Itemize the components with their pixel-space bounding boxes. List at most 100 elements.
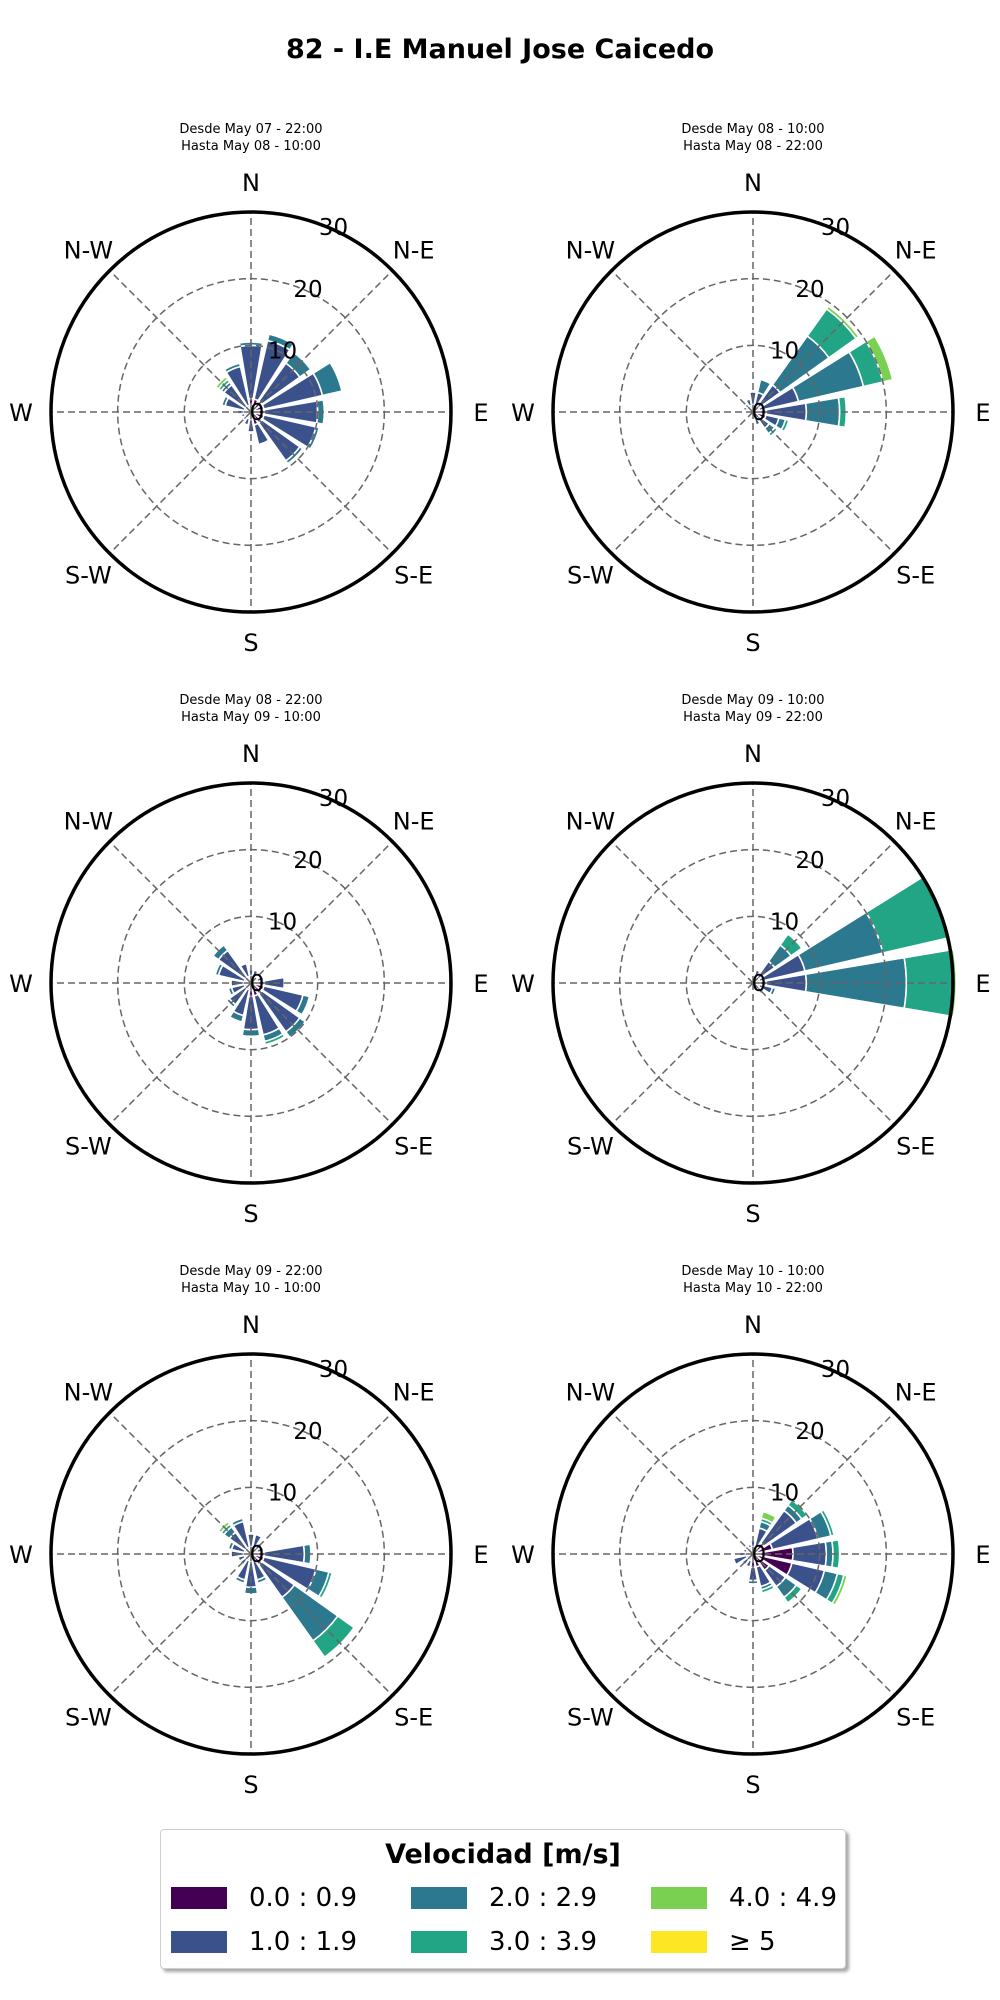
direction-label: N-W bbox=[64, 236, 113, 264]
direction-label: E bbox=[975, 399, 990, 427]
direction-label: E bbox=[473, 1541, 488, 1569]
grid-spoke-3 bbox=[752, 411, 895, 554]
legend-label-5: ≥ 5 bbox=[729, 1927, 776, 1957]
legend-label-1: 1.0 : 1.9 bbox=[249, 1927, 357, 1957]
legend-swatch-2 bbox=[411, 1887, 467, 1909]
panel-subtitle-to: Hasta May 09 - 22:00 bbox=[683, 710, 823, 725]
panel-subtitle-to: Hasta May 10 - 10:00 bbox=[181, 1281, 321, 1296]
bar-NNW-1 bbox=[744, 398, 753, 408]
windrose-panel-3: Desde May 09 - 10:00 Hasta May 09 - 22:00… bbox=[511, 693, 990, 1228]
bar-SSE-3 bbox=[263, 1032, 286, 1046]
direction-label: S bbox=[745, 1200, 760, 1228]
radial-tick-label: 0 bbox=[250, 1542, 265, 1568]
direction-label: N bbox=[744, 740, 762, 768]
grid-spoke-7 bbox=[611, 841, 754, 984]
direction-label: N bbox=[242, 1311, 260, 1339]
grid-spoke-3 bbox=[250, 982, 393, 1125]
outer-ring bbox=[49, 781, 453, 1185]
radial-tick-label: 20 bbox=[795, 277, 824, 303]
grid-spoke-5 bbox=[611, 1553, 754, 1696]
bar-SSE-1 bbox=[753, 416, 762, 426]
direction-label: N-E bbox=[895, 1378, 937, 1406]
radial-tick-label: 30 bbox=[319, 786, 348, 812]
grid-spoke-5 bbox=[611, 411, 754, 554]
direction-label: W bbox=[9, 970, 33, 998]
direction-label: N-E bbox=[393, 1378, 435, 1406]
bar-ESE-3 bbox=[780, 418, 790, 433]
radial-tick-label: 20 bbox=[795, 848, 824, 874]
radial-tick-label: 10 bbox=[770, 338, 799, 364]
grid-spoke-1 bbox=[752, 270, 895, 413]
panel-subtitle-from: Desde May 07 - 22:00 bbox=[179, 122, 322, 137]
bar-SE-2 bbox=[284, 1016, 307, 1039]
direction-label: N-W bbox=[566, 236, 615, 264]
grid-spoke-7 bbox=[611, 270, 754, 413]
radial-tick-label: 30 bbox=[319, 215, 348, 241]
bar-NW-2 bbox=[211, 943, 229, 961]
bar-SSW-2 bbox=[228, 1010, 245, 1023]
windrose-panel-4: Desde May 09 - 22:00 Hasta May 10 - 10:00… bbox=[9, 1264, 488, 1799]
legend-swatch-4 bbox=[651, 1887, 707, 1909]
direction-label: W bbox=[9, 399, 33, 427]
direction-label: N bbox=[744, 169, 762, 197]
panel-subtitle-to: Hasta May 09 - 10:00 bbox=[181, 710, 321, 725]
grid-spoke-1 bbox=[752, 841, 895, 984]
direction-label: N-W bbox=[64, 1378, 113, 1406]
windrose-panel-0: Desde May 07 - 22:00 Hasta May 08 - 10:00… bbox=[9, 122, 488, 657]
bar-ESE-2 bbox=[768, 986, 777, 997]
bar-NNE-2 bbox=[266, 333, 295, 351]
bar-WNW-2 bbox=[220, 394, 230, 407]
bar-NNE-4 bbox=[760, 1510, 778, 1525]
panel-subtitle-from: Desde May 09 - 10:00 bbox=[681, 693, 824, 708]
direction-label: S bbox=[243, 1200, 258, 1228]
grid-spoke-3 bbox=[752, 1553, 895, 1696]
bar-NNW-2 bbox=[223, 362, 242, 374]
panel-subtitle-from: Desde May 08 - 10:00 bbox=[681, 122, 824, 137]
legend: Velocidad [m/s] 0.0 : 0.9 1.0 : 1.9 2.0 … bbox=[160, 1829, 846, 1969]
bars bbox=[748, 875, 958, 1018]
bar-NE-3 bbox=[778, 933, 803, 958]
radial-tick-label: 30 bbox=[319, 1357, 348, 1383]
bar-ENE-1 bbox=[255, 974, 265, 983]
direction-label: N-W bbox=[64, 807, 113, 835]
direction-label: S-W bbox=[65, 1704, 112, 1732]
radial-tick-label: 0 bbox=[250, 971, 265, 997]
bar-WSW-2 bbox=[227, 986, 236, 997]
bar-SSW-1 bbox=[744, 1558, 753, 1568]
direction-label: W bbox=[511, 399, 535, 427]
bar-NNE-1 bbox=[251, 1533, 263, 1550]
bar-NW-4 bbox=[214, 375, 229, 390]
bar-SSW-2 bbox=[233, 1575, 246, 1585]
windrose-panel-2: Desde May 08 - 22:00 Hasta May 09 - 10:00… bbox=[9, 693, 488, 1228]
outer-ring bbox=[551, 1352, 955, 1756]
direction-label: S-W bbox=[65, 562, 112, 590]
bar-ESE-4 bbox=[831, 1574, 849, 1607]
radial-tick-label: 30 bbox=[821, 786, 850, 812]
radial-tick-label: 20 bbox=[795, 1419, 824, 1445]
bar-WNW-2 bbox=[227, 1540, 236, 1551]
radial-tick-label: 20 bbox=[293, 1419, 322, 1445]
panel-subtitle-to: Hasta May 08 - 10:00 bbox=[181, 139, 321, 154]
direction-label: S-E bbox=[394, 1133, 433, 1161]
direction-label: N-E bbox=[393, 807, 435, 835]
legend-item-2: 2.0 : 2.9 bbox=[411, 1883, 597, 1913]
outer-ring bbox=[551, 781, 955, 1185]
radial-tick-label: 10 bbox=[268, 1480, 297, 1506]
radial-tick-label: 20 bbox=[293, 277, 322, 303]
legend-swatch-3 bbox=[411, 1931, 467, 1953]
direction-label: N-W bbox=[566, 807, 615, 835]
direction-label: N-E bbox=[393, 236, 435, 264]
legend-label-3: 3.0 : 3.9 bbox=[489, 1927, 597, 1957]
radial-tick-label: 30 bbox=[821, 1357, 850, 1383]
direction-label: N bbox=[744, 1311, 762, 1339]
grid-spoke-7 bbox=[109, 1412, 252, 1555]
grid-spoke-1 bbox=[250, 1412, 393, 1555]
outer-ring bbox=[551, 210, 955, 614]
grid-spoke-1 bbox=[250, 270, 393, 413]
direction-label: N bbox=[242, 169, 260, 197]
legend-label-2: 2.0 : 2.9 bbox=[489, 1883, 597, 1913]
bar-SSE-2 bbox=[256, 1575, 269, 1585]
bar-SSW-1 bbox=[242, 416, 251, 426]
bar-NNE-2 bbox=[756, 378, 772, 397]
figure-title: 82 - I.E Manuel Jose Caicedo bbox=[285, 34, 715, 65]
